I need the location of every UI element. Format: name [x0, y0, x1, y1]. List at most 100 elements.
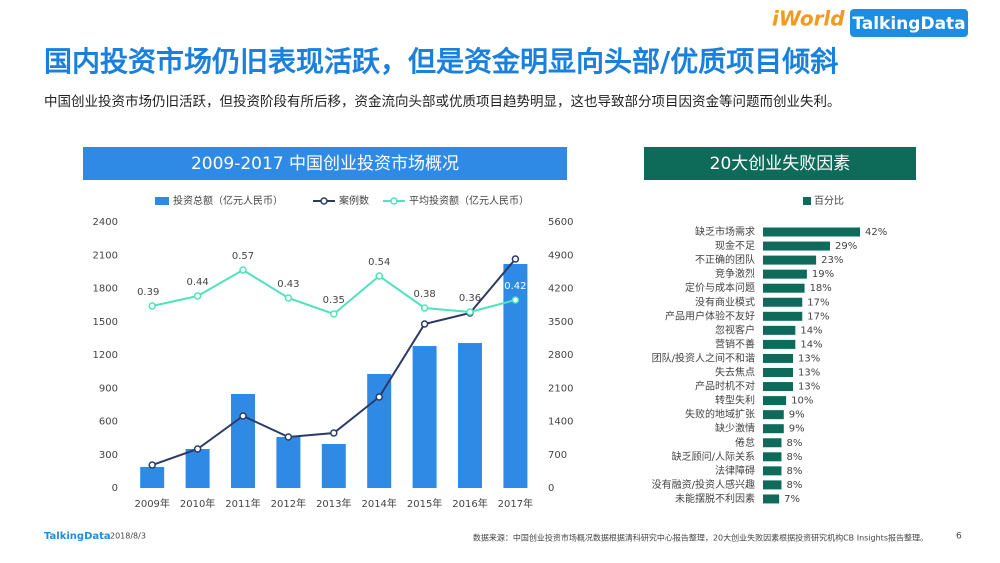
- y-tick-label: 竞争激烈: [715, 267, 755, 280]
- data-label: 0.54: [368, 257, 390, 268]
- x-tick-label: 2014年: [361, 497, 396, 510]
- y-tick-label: 转型失利: [715, 394, 755, 407]
- point: [239, 266, 247, 274]
- data-label: 0.43: [277, 279, 299, 290]
- x-tick-label: 2013年: [316, 497, 351, 510]
- data-label: 13%: [798, 368, 820, 379]
- chart1-title: 2009-2017 中国创业投资市场概况: [191, 154, 459, 174]
- x-tick-label: 2015年: [407, 497, 442, 510]
- data-label: 0.38: [413, 289, 435, 300]
- data-label: 29%: [835, 241, 857, 252]
- y-tick-label: 定价与成本问题: [685, 281, 755, 294]
- y-tick-label: 现金不足: [715, 239, 755, 252]
- legend-swatch: [155, 197, 169, 205]
- data-label: 19%: [812, 269, 834, 280]
- bar: [763, 269, 807, 279]
- subtitle: 中国创业投资市场仍旧活跃，但投资阶段有所后移，资金流向头部或优质项目趋势明显，这…: [44, 94, 841, 110]
- bar: [231, 394, 255, 488]
- data-label: 42%: [865, 227, 887, 238]
- y2-tick-label: 3500: [548, 317, 573, 328]
- y-tick-label: 0: [112, 483, 118, 494]
- y-tick-label: 缺乏市场需求: [695, 225, 755, 238]
- data-label: 17%: [807, 311, 829, 322]
- y2-tick-label: 5600: [548, 217, 573, 228]
- data-label: 18%: [810, 283, 832, 294]
- slide-title: 国内投资市场仍旧表现活跃，但是资金明显向头部/优质项目倾斜: [44, 45, 838, 78]
- data-label: 9%: [789, 424, 805, 435]
- chart1-banner: [83, 147, 567, 180]
- data-label: 14%: [800, 325, 822, 336]
- bar: [367, 373, 392, 488]
- y-tick-label: 倦怠: [735, 436, 755, 449]
- point: [511, 296, 520, 304]
- point: [284, 433, 293, 441]
- bar: [276, 437, 301, 488]
- bar: [763, 297, 803, 307]
- legend-marker: [320, 197, 328, 205]
- bar: [763, 424, 784, 434]
- data-label: 0.36: [459, 293, 481, 304]
- y-tick-label: 缺乏顾问/人际关系: [672, 450, 755, 463]
- y-tick-label: 300: [99, 450, 118, 461]
- bar: [763, 255, 817, 265]
- point: [148, 461, 156, 469]
- point: [375, 393, 383, 401]
- y-tick-label: 900: [99, 383, 118, 394]
- legend-swatch: [803, 197, 811, 205]
- point: [284, 294, 293, 302]
- point: [420, 320, 429, 328]
- data-label: 13%: [798, 353, 820, 364]
- bar: [763, 339, 796, 349]
- data-label: 0.35: [323, 295, 345, 306]
- point: [193, 445, 202, 453]
- x-tick-label: 2017年: [498, 497, 533, 510]
- y-tick-label: 600: [99, 417, 118, 428]
- x-tick-label: 2012年: [271, 497, 306, 510]
- point: [375, 272, 383, 280]
- y2-tick-label: 4900: [548, 250, 573, 261]
- bar: [321, 443, 346, 488]
- chart2-banner: [644, 147, 916, 180]
- data-label: 10%: [791, 396, 813, 407]
- bar: [763, 325, 796, 335]
- bar: [763, 311, 803, 321]
- y-tick-label: 未能摆脱不利因素: [675, 492, 755, 505]
- page-number: 6: [956, 532, 962, 542]
- logo-right: TalkingData: [852, 14, 965, 34]
- chart2-title: 20大创业失败因素: [710, 154, 851, 174]
- point: [193, 292, 202, 300]
- legend-label: 投资总额（亿元人民币）: [173, 194, 283, 207]
- y-tick-label: 2100: [93, 250, 118, 261]
- bar: [763, 396, 787, 406]
- y2-tick-label: 2100: [548, 383, 573, 394]
- y-tick-label: 2400: [93, 217, 118, 228]
- y2-tick-label: 0: [548, 483, 554, 494]
- y-tick-label: 产品时机不对: [695, 380, 755, 393]
- y-tick-label: 1800: [93, 284, 118, 295]
- y-tick-label: 团队/投资人之间不和谐: [652, 351, 755, 364]
- y-tick-label: 失去焦点: [715, 366, 755, 379]
- bar: [763, 368, 794, 377]
- data-label: 13%: [798, 382, 820, 393]
- bar: [412, 346, 437, 488]
- bar: [763, 353, 794, 363]
- data-label: 0.57: [232, 251, 254, 262]
- y2-tick-label: 2800: [548, 350, 573, 361]
- point: [420, 304, 429, 312]
- x-tick-label: 2011年: [225, 497, 260, 510]
- x-tick-label: 2009年: [134, 497, 169, 510]
- data-label: 8%: [786, 480, 802, 491]
- bar: [763, 452, 782, 462]
- bar: [763, 241, 830, 251]
- y-tick-label: 法律障碍: [715, 464, 755, 477]
- y2-tick-label: 1400: [548, 417, 573, 428]
- bar: [763, 494, 780, 504]
- legend-label: 案例数: [339, 194, 369, 207]
- y-tick-label: 失败的地域扩张: [685, 408, 755, 421]
- data-label: 7%: [784, 494, 800, 505]
- point: [330, 429, 338, 437]
- data-label: 23%: [821, 255, 843, 266]
- logo-left: iWorld: [772, 7, 845, 31]
- point: [330, 310, 338, 318]
